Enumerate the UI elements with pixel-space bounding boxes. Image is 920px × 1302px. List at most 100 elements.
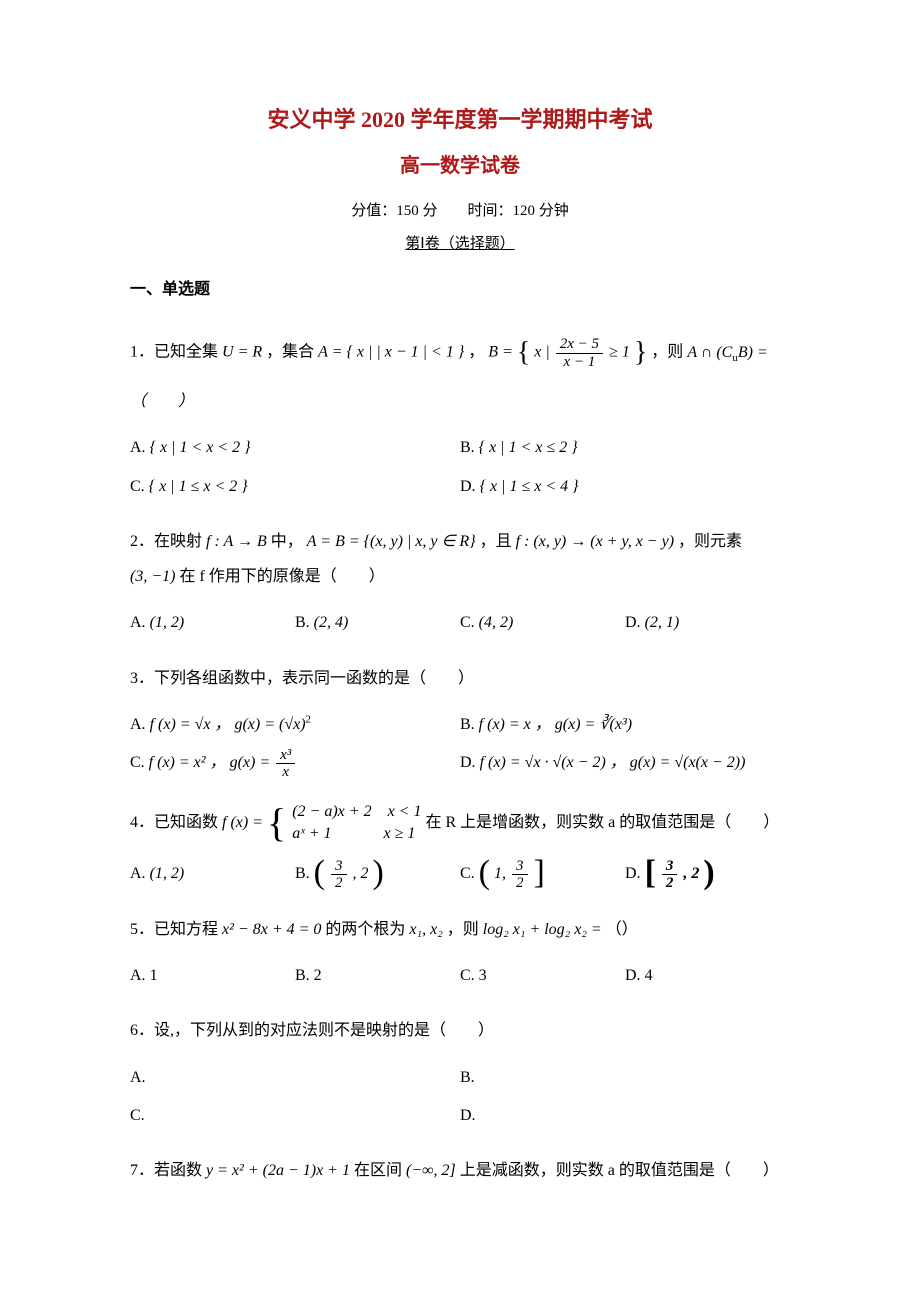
q3Ca: f (x) = x² ， g(x) = xyxy=(149,754,274,771)
q2-a: 2．在映射 xyxy=(130,533,206,550)
q1-t2: ，集合 xyxy=(266,344,318,361)
q7-fn: y = x² + (2a − 1)x + 1 xyxy=(206,1162,350,1179)
q4-row1: (2 − a)x + 2 x < 1 xyxy=(292,801,421,823)
q6-optD: D. xyxy=(460,1097,790,1135)
q4-optC: C. ( 1, 32 ] xyxy=(460,855,625,893)
q6-optC: C. xyxy=(130,1097,460,1135)
q4Bn: 3 xyxy=(331,858,347,876)
q4-optA: A. (1, 2) xyxy=(130,855,295,893)
section-heading: 一、单选题 xyxy=(130,276,790,305)
q4Dd: 2 xyxy=(662,875,678,892)
lblB: B. xyxy=(460,1069,475,1086)
q1-A: A = { x | | x − 1 | < 1 } xyxy=(318,344,464,361)
q5-options: A. 1 B. 2 C. 3 D. 4 xyxy=(130,957,790,995)
q2-e: 在 f 作用下的原像是（ ） xyxy=(179,568,384,585)
q3A1s: 2 xyxy=(306,714,312,726)
lblD: D. xyxy=(460,478,476,495)
exam-meta: 分值：150 分 时间：120 分钟 xyxy=(130,198,790,225)
lblC: C. xyxy=(130,1107,145,1124)
q5-C-val: 3 xyxy=(479,967,487,984)
q1-optB: B. { x | 1 < x ≤ 2 } xyxy=(460,429,790,467)
q3-frac: x³x xyxy=(276,747,295,781)
q4-options: A. (1, 2) B. ( 32 , 2 ) C. ( 1, 32 ] D. … xyxy=(130,855,790,893)
lblA: A. xyxy=(130,614,146,631)
q4Bfrac: 32 xyxy=(331,858,347,892)
q2-elem: (3, −1) xyxy=(130,568,175,585)
q2-options: A. (1, 2) B. (2, 4) C. (4, 2) D. (2, 1) xyxy=(130,604,790,642)
q5-optD: D. 4 xyxy=(625,957,790,995)
q4Cn: 3 xyxy=(512,858,528,876)
q3-A-val: f (x) = √x ， g(x) = (√x)2 xyxy=(150,716,311,733)
question-6: 6．设,，下列从到的对应法则不是映射的是（ ） xyxy=(130,1013,790,1048)
q2-C-val: (4, 2) xyxy=(479,614,514,631)
q1-C-val: { x | 1 ≤ x < 2 } xyxy=(149,478,248,495)
q5-eq: x² − 8x + 4 = 0 xyxy=(222,921,321,938)
q4Cd: 2 xyxy=(512,875,528,892)
q3A1: f (x) = √x ， g(x) = (√x) xyxy=(150,716,306,733)
q3-optB: B. f (x) = x ， g(x) = ∛(x³) xyxy=(460,706,790,744)
q2-B-val: (2, 4) xyxy=(314,614,349,631)
q4Dp: , 2 xyxy=(683,865,699,882)
lblD: D. xyxy=(625,614,641,631)
q3-optA: A. f (x) = √x ， g(x) = (√x)2 xyxy=(130,706,460,744)
lblD: D. xyxy=(625,967,641,984)
rparen-icon: ) xyxy=(373,856,384,890)
q4Dn: 3 xyxy=(662,858,678,876)
q4-row2: aˣ + 1 x ≥ 1 xyxy=(292,823,421,845)
q3Cn: x³ xyxy=(276,747,295,765)
q5-optA: A. 1 xyxy=(130,957,295,995)
q2-AB: A = B = {(x, y) | x, y ∈ R} xyxy=(307,533,476,550)
lblA: A. xyxy=(130,439,146,456)
q1-frac: 2x − 5 x − 1 xyxy=(556,336,603,370)
q5-optC: C. 3 xyxy=(460,957,625,995)
lbracket-icon: [ xyxy=(645,856,656,890)
q2-optA: A. (1, 2) xyxy=(130,604,295,642)
q1-optC: C. { x | 1 ≤ x < 2 } xyxy=(130,468,460,506)
q4-optD: D. [ 32 , 2 ) xyxy=(625,855,790,893)
q2-D-val: (2, 1) xyxy=(645,614,680,631)
q4Bd: 2 xyxy=(331,875,347,892)
brace-r: } xyxy=(634,322,647,384)
lblC: C. xyxy=(130,754,145,771)
lblB: B. xyxy=(460,716,475,733)
exam-title-sub: 高一数学试卷 xyxy=(130,148,790,184)
question-2: 2．在映射 f : A → B 中， A = B = {(x, y) | x, … xyxy=(130,524,790,594)
lblC: C. xyxy=(460,614,475,631)
q1-options: A. { x | 1 < x < 2 } B. { x | 1 < x ≤ 2 … xyxy=(130,429,790,506)
lblC: C. xyxy=(130,478,145,495)
q5-roots: x₁, x₂ xyxy=(409,921,442,938)
q1-U: U = R xyxy=(222,344,262,361)
lblB: B. xyxy=(460,439,475,456)
q4Bp: , 2 xyxy=(353,865,369,882)
q2-c: ，且 xyxy=(480,533,516,550)
q4Dfrac: 32 xyxy=(662,858,678,892)
lblB: B. xyxy=(295,967,310,984)
q3-D-val: f (x) = √x · √(x − 2) ， g(x) = √(x(x − 2… xyxy=(480,754,746,771)
q3-C-val: f (x) = x² ， g(x) = x³x xyxy=(149,754,298,771)
q4Cp: 1, xyxy=(494,865,510,882)
q1-B-val: { x | 1 < x ≤ 2 } xyxy=(479,439,578,456)
q7-intv: (−∞, 2] xyxy=(406,1162,456,1179)
q5-b: 的两个根为 xyxy=(325,921,409,938)
q1-D-val: { x | 1 ≤ x < 4 } xyxy=(480,478,579,495)
q3-options: A. f (x) = √x ， g(x) = (√x)2 B. f (x) = … xyxy=(130,706,790,783)
lblD: D. xyxy=(460,754,476,771)
question-3: 3．下列各组函数中，表示同一函数的是（ ） xyxy=(130,661,790,696)
lparen-icon: ( xyxy=(314,856,325,890)
brace-l: { xyxy=(517,322,530,384)
question-4: 4．已知函数 f (x) = { (2 − a)x + 2 x < 1 aˣ +… xyxy=(130,801,790,846)
q2-map: f : A → B xyxy=(206,533,267,550)
q6-optB: B. xyxy=(460,1059,790,1097)
q7-c: 上是减函数，则实数 a 的取值范围是（ ） xyxy=(460,1162,779,1179)
q4-fx: f (x) = xyxy=(222,814,263,831)
q1-e: A ∩ (C xyxy=(687,344,732,361)
lblA: A. xyxy=(130,865,146,882)
exam-title-main: 安义中学 2020 学年度第一学期期中考试 xyxy=(130,100,790,140)
q3Cd: x xyxy=(276,764,295,781)
q5-D-val: 4 xyxy=(645,967,653,984)
q1-Bpost: ≥ 1 xyxy=(609,344,630,361)
q5-expr: log₂ x₁ + log₂ x₂ = xyxy=(483,921,606,938)
q3-B-val: f (x) = x ， g(x) = ∛(x³) xyxy=(479,716,632,733)
q1-frac-den: x − 1 xyxy=(556,354,603,371)
lblA: A. xyxy=(130,716,146,733)
